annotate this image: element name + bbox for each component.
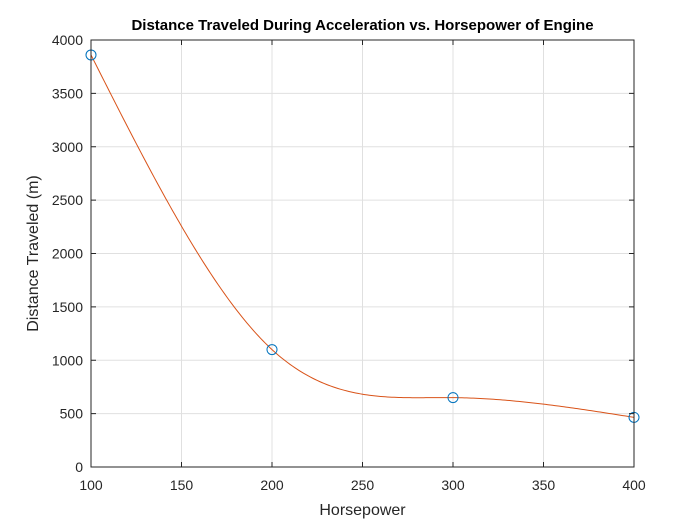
x-tick-label: 250 xyxy=(351,477,375,493)
y-tick-label: 2500 xyxy=(52,192,83,208)
y-tick-label: 2000 xyxy=(52,246,83,262)
x-tick-label: 200 xyxy=(260,477,284,493)
x-tick-label: 300 xyxy=(441,477,465,493)
x-axis-label: Horsepower xyxy=(319,502,406,519)
data-point-marker xyxy=(447,392,459,404)
y-tick-labels: 0 500 1000 1500 2000 2500 3000 3500 4000 xyxy=(52,32,83,475)
fit-curve xyxy=(90,54,635,418)
x-tick-label: 150 xyxy=(170,477,194,493)
data-point-marker xyxy=(266,344,278,356)
y-tick-label: 4000 xyxy=(52,32,83,48)
y-tick-label: 0 xyxy=(75,459,83,475)
data-layer xyxy=(85,49,640,423)
x-tick-label: 350 xyxy=(532,477,556,493)
x-tick-labels: 100 150 200 250 300 350 400 xyxy=(79,477,646,493)
y-tick-label: 3500 xyxy=(52,85,83,101)
chart-title: Distance Traveled During Acceleration vs… xyxy=(131,17,593,34)
x-tick-label: 100 xyxy=(79,477,103,493)
y-tick-label: 1500 xyxy=(52,299,83,315)
y-axis-label: Distance Traveled (m) xyxy=(25,175,42,332)
y-tick-label: 3000 xyxy=(52,139,83,155)
x-tick-label: 400 xyxy=(622,477,646,493)
y-tick-label: 1000 xyxy=(52,352,83,368)
y-tick-label: 500 xyxy=(60,406,84,422)
tick-marks xyxy=(90,39,635,468)
